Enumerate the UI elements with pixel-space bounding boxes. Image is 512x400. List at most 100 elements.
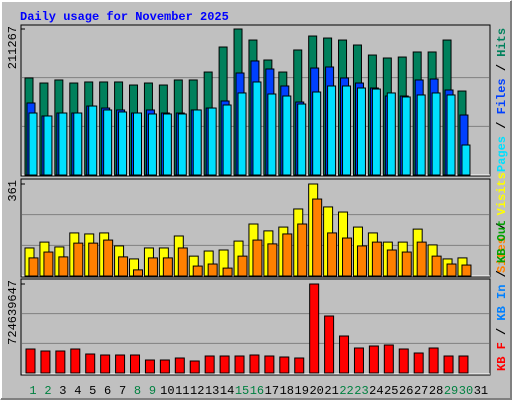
bar (279, 356, 290, 374)
bar (264, 355, 275, 374)
bar (356, 87, 366, 176)
legend-separator: / (495, 114, 509, 136)
bar (282, 95, 292, 176)
x-tick-label: 22 (339, 384, 353, 398)
legend-entry: KB Out (495, 220, 509, 263)
bar (58, 256, 69, 277)
x-tick-label: 15 (235, 384, 249, 398)
bar (416, 94, 426, 176)
bar (431, 255, 442, 277)
bar (85, 353, 96, 374)
x-tick-label: 4 (74, 384, 81, 398)
bar (383, 344, 394, 374)
bar (204, 355, 215, 374)
bar (133, 112, 143, 176)
bar (159, 359, 170, 374)
bar (324, 315, 335, 374)
bar (147, 257, 158, 277)
x-tick-label: 29 (444, 384, 458, 398)
bar (207, 107, 217, 176)
x-tick-label: 26 (399, 384, 413, 398)
legend: Pages / Files / Hits (495, 28, 509, 172)
legend-entry: Files (495, 78, 509, 114)
bar (100, 354, 111, 374)
legend-entry: KB In (495, 285, 509, 321)
x-tick-label: 21 (324, 384, 338, 398)
bar (189, 360, 200, 374)
bar (133, 269, 144, 277)
bar (88, 105, 98, 176)
x-tick-label: 5 (89, 384, 96, 398)
bar (282, 233, 293, 277)
bar (342, 237, 353, 277)
bar (446, 263, 457, 277)
bar (327, 232, 338, 277)
bar (115, 354, 126, 374)
bar (371, 241, 382, 277)
y-tick-label: 361 (6, 180, 20, 202)
bar (222, 267, 233, 277)
bar (401, 251, 412, 277)
bar (461, 144, 471, 176)
bar (118, 111, 128, 176)
bar (458, 355, 469, 374)
bar (103, 239, 114, 277)
bar (252, 81, 262, 176)
x-tick-label: 18 (280, 384, 294, 398)
bar (192, 265, 203, 277)
bar (386, 92, 396, 176)
x-tick-label: 30 (459, 384, 473, 398)
bar (267, 243, 278, 277)
bar (339, 335, 350, 374)
legend-entry: Visits (495, 172, 509, 215)
bar (368, 345, 379, 374)
x-tick-label: 17 (265, 384, 279, 398)
bar (234, 355, 245, 374)
x-tick-label: 7 (119, 384, 126, 398)
bar (25, 348, 36, 374)
bar (446, 94, 456, 176)
bar (177, 113, 187, 176)
legend-entry: Hits (495, 28, 509, 57)
x-tick-label: 27 (414, 384, 428, 398)
x-tick-label: 3 (59, 384, 66, 398)
bar (342, 85, 352, 176)
bar (386, 249, 397, 277)
bar (177, 247, 188, 277)
bar (28, 112, 38, 176)
bar (237, 255, 248, 277)
bar (356, 245, 367, 277)
x-tick-label: 25 (384, 384, 398, 398)
bar (416, 241, 427, 277)
legend-separator: / (495, 263, 509, 285)
bar (431, 92, 441, 176)
x-tick-label: 13 (205, 384, 219, 398)
bar (58, 112, 68, 176)
bar (219, 355, 230, 374)
x-tick-label: 20 (309, 384, 323, 398)
bar (401, 96, 411, 176)
legend-entry: KB F (495, 342, 509, 371)
bar (103, 109, 113, 176)
bar (28, 257, 39, 277)
bar (413, 352, 424, 374)
x-tick-label: 10 (160, 384, 174, 398)
x-tick-label: 1 (29, 384, 36, 398)
x-tick-label: 6 (104, 384, 111, 398)
bar (443, 355, 454, 374)
bar (73, 112, 83, 176)
bar (237, 92, 247, 176)
bar (130, 354, 141, 374)
y-tick-label: 724639647 (6, 280, 20, 345)
bar (43, 115, 53, 176)
bar (252, 239, 263, 277)
legend-separator: / (495, 215, 509, 237)
x-tick-label: 31 (474, 384, 488, 398)
bar (162, 257, 173, 277)
x-tick-label: 14 (220, 384, 234, 398)
bar (312, 91, 322, 176)
bar (222, 104, 232, 176)
